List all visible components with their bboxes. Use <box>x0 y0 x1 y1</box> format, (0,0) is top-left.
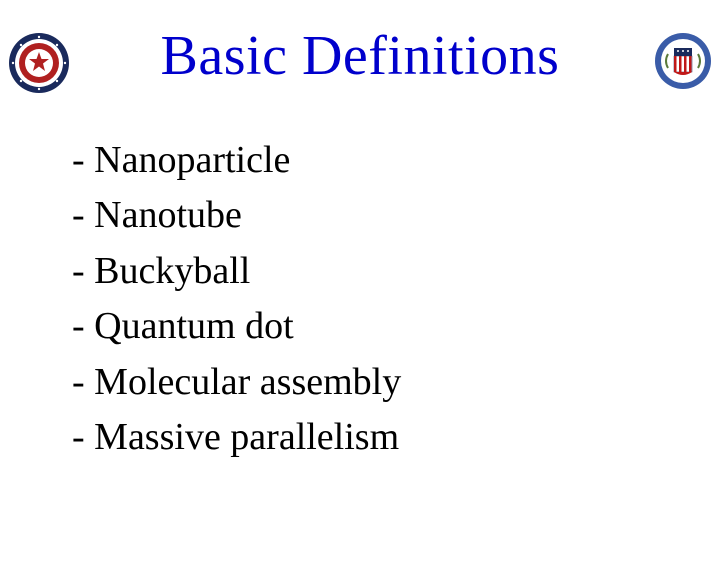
seal-right-logo <box>654 32 712 90</box>
list-item: - Massive parallelism <box>72 413 720 462</box>
seal-left-logo <box>8 32 70 94</box>
list-item: - Molecular assembly <box>72 358 720 407</box>
page-title: Basic Definitions <box>40 24 680 88</box>
list-item: - Nanotube <box>72 191 720 240</box>
list-item: - Quantum dot <box>72 302 720 351</box>
definitions-list: - Nanoparticle - Nanotube - Buckyball - … <box>72 136 720 462</box>
list-item: - Buckyball <box>72 247 720 296</box>
list-item: - Nanoparticle <box>72 136 720 185</box>
